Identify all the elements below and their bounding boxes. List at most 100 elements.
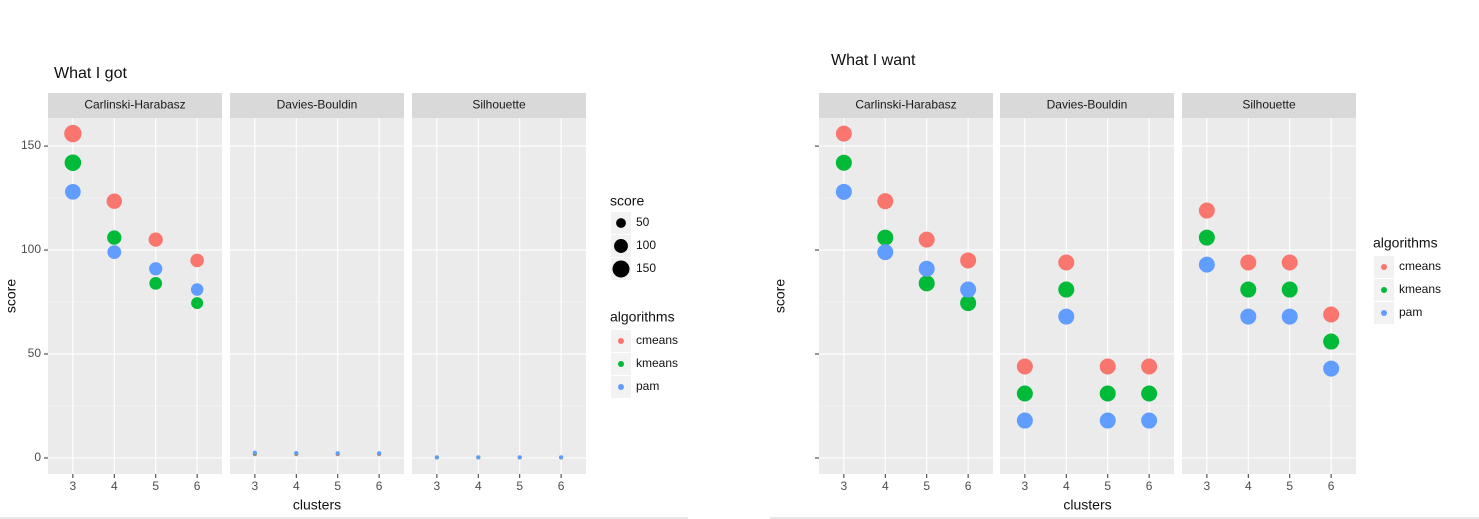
- data-point: [960, 295, 977, 312]
- data-point: [65, 183, 81, 200]
- data-point: [1058, 254, 1075, 271]
- x-tick-label: 5: [1104, 479, 1111, 493]
- x-tick-label: 6: [376, 479, 383, 493]
- data-point: [377, 451, 382, 456]
- legend-color-key: [618, 338, 624, 344]
- x-tick-label: 6: [1146, 479, 1153, 493]
- data-point: [1281, 308, 1298, 325]
- x-axis-title: clusters: [1063, 497, 1111, 513]
- data-point: [434, 455, 439, 460]
- panel-background: [412, 118, 586, 474]
- y-tick-label: 0: [34, 450, 41, 464]
- x-tick-label: 3: [252, 479, 259, 493]
- strip-label: Davies-Bouldin: [277, 98, 358, 112]
- y-axis-title: score: [3, 279, 19, 313]
- legend-label: 100: [636, 238, 656, 252]
- data-point: [476, 455, 481, 460]
- x-axis-title: clusters: [293, 497, 341, 513]
- data-point: [1240, 308, 1257, 325]
- data-point: [190, 283, 204, 296]
- data-point: [1240, 254, 1257, 271]
- strip-label: Silhouette: [472, 98, 526, 112]
- x-tick-label: 3: [434, 479, 441, 493]
- data-point: [107, 230, 122, 245]
- data-point: [106, 193, 122, 209]
- y-axis-title: score: [772, 279, 788, 313]
- legend-title: algorithms: [1373, 235, 1438, 251]
- data-point: [1099, 385, 1116, 402]
- data-point: [918, 231, 935, 248]
- data-point: [252, 450, 257, 455]
- legend-label: pam: [1399, 305, 1422, 319]
- data-point: [918, 275, 935, 292]
- data-point: [1141, 358, 1158, 375]
- chart-title: What I got: [54, 65, 127, 82]
- legend-color-key: [618, 361, 624, 367]
- x-tick-label: 5: [923, 479, 930, 493]
- data-point: [1016, 358, 1033, 375]
- x-tick-label: 6: [194, 479, 201, 493]
- legend-color-key: [1381, 287, 1387, 293]
- data-point: [877, 229, 894, 246]
- data-point: [1281, 254, 1298, 271]
- strip-background: [1182, 93, 1356, 118]
- data-point: [64, 154, 82, 171]
- x-tick-label: 6: [1328, 479, 1335, 493]
- chart-title: What I want: [831, 52, 916, 69]
- data-point: [149, 276, 163, 290]
- legend-label: 50: [636, 215, 650, 229]
- data-point: [335, 451, 340, 456]
- x-tick-label: 4: [475, 479, 482, 493]
- data-point: [960, 281, 977, 298]
- x-tick-label: 3: [70, 479, 77, 493]
- data-point: [1198, 229, 1215, 246]
- legend-title: algorithms: [610, 309, 675, 325]
- data-point: [1099, 358, 1116, 375]
- x-tick-label: 5: [516, 479, 523, 493]
- y-tick-label: 100: [21, 242, 41, 256]
- data-point: [918, 260, 935, 277]
- x-tick-label: 4: [111, 479, 118, 493]
- data-point: [517, 455, 522, 460]
- x-tick-label: 5: [334, 479, 341, 493]
- data-point: [1058, 281, 1075, 298]
- legend-label: cmeans: [1399, 259, 1441, 273]
- x-tick-label: 4: [1245, 479, 1252, 493]
- x-tick-label: 4: [293, 479, 300, 493]
- data-point: [190, 253, 204, 268]
- legend-label: kmeans: [636, 356, 678, 370]
- data-point: [835, 183, 852, 200]
- data-point: [191, 297, 204, 310]
- data-point: [149, 262, 163, 276]
- legend-title: score: [610, 193, 644, 209]
- strip-background: [412, 93, 586, 118]
- x-tick-label: 6: [558, 479, 565, 493]
- x-tick-label: 6: [965, 479, 972, 493]
- strip-label: Carlinski-Harabasz: [84, 98, 185, 112]
- strip-label: Davies-Bouldin: [1047, 98, 1128, 112]
- data-point: [877, 193, 894, 210]
- strip-label: Silhouette: [1242, 98, 1296, 112]
- legend-label: cmeans: [636, 333, 678, 347]
- strip-background: [230, 93, 404, 118]
- x-tick-label: 3: [1022, 479, 1029, 493]
- legend-color-key: [1381, 264, 1387, 270]
- legend-size-key: [616, 218, 626, 228]
- data-point: [1099, 412, 1116, 429]
- x-tick-label: 5: [152, 479, 159, 493]
- x-tick-label: 3: [841, 479, 848, 493]
- y-tick-label: 150: [21, 138, 41, 152]
- x-tick-label: 4: [882, 479, 889, 493]
- legend-size-key: [612, 260, 630, 278]
- data-point: [960, 252, 977, 269]
- data-point: [835, 154, 852, 171]
- data-point: [1323, 306, 1340, 323]
- data-point: [877, 244, 894, 261]
- data-point: [1323, 333, 1340, 350]
- data-point: [1198, 256, 1215, 273]
- data-point: [1323, 360, 1340, 377]
- y-tick-label: 50: [28, 346, 42, 360]
- data-point: [1016, 412, 1033, 429]
- data-point: [1016, 385, 1033, 402]
